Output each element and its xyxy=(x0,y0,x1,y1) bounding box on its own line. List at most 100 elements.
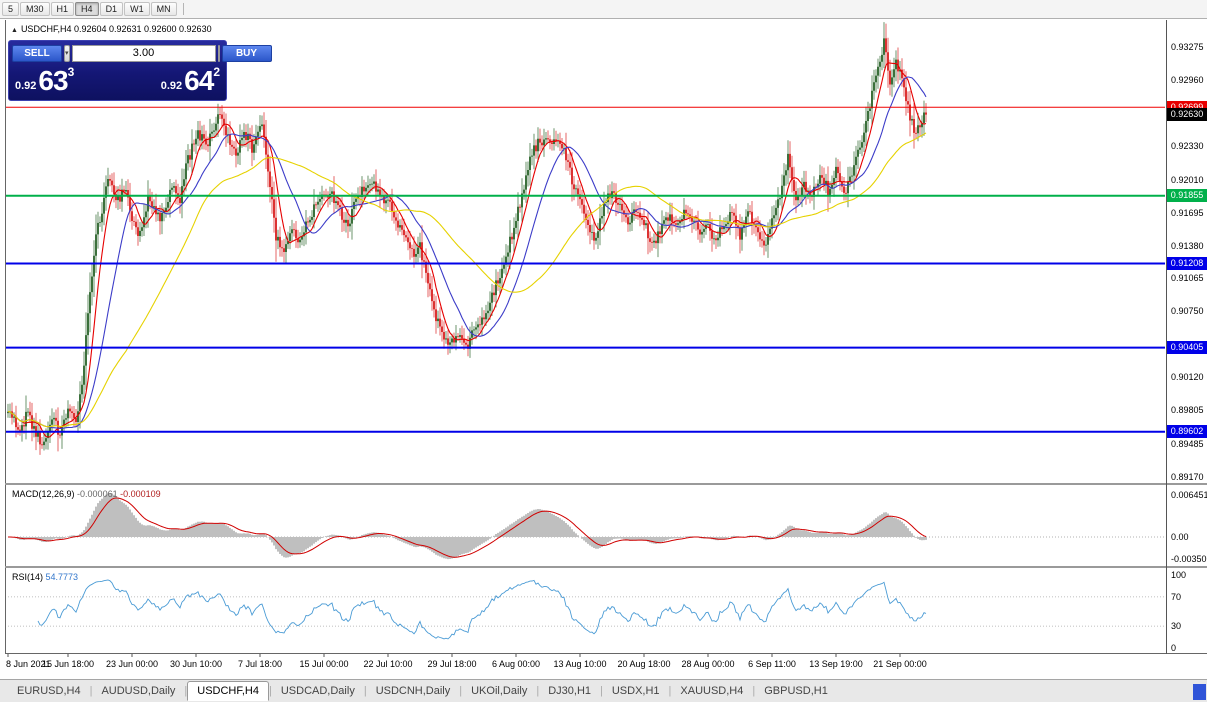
price-tick: 0.89485 xyxy=(1171,439,1204,449)
volume-dropdown-button[interactable]: ▾ xyxy=(64,44,70,62)
sell-price-prefix: 0.92 xyxy=(15,80,37,92)
chart-tab-audusd-daily[interactable]: AUDUSD,Daily xyxy=(101,685,176,697)
sell-price-pip: 3 xyxy=(67,65,75,79)
rsi-name: RSI(14) xyxy=(12,572,44,582)
macd-axis-label: 0.006451 xyxy=(1171,490,1207,500)
time-label: 7 Jul 18:00 xyxy=(237,659,283,669)
price-tick: 0.90750 xyxy=(1171,306,1204,317)
timeframe-button-m30[interactable]: M30 xyxy=(20,2,50,16)
buy-price-pip: 2 xyxy=(213,65,220,79)
time-label: 15 Jun 18:00 xyxy=(41,659,95,669)
trade-prices-row: 0.92 63 3 0.92 64 2 xyxy=(9,62,226,96)
time-label: 13 Aug 10:00 xyxy=(553,659,607,669)
price-scale[interactable]: 0.93275 0.92960 0.92330 0.92010 0.91695 0.913… xyxy=(1166,20,1207,654)
tab-separator: | xyxy=(89,685,93,697)
macd-label: MACD(12,26,9) -0.000061 -0.000109 xyxy=(12,489,161,499)
time-label: 6 Aug 00:00 xyxy=(491,659,541,669)
tab-separator: | xyxy=(752,685,756,697)
timeframe-button-d1[interactable]: D1 xyxy=(99,2,124,16)
chart-tab-bar: EURUSD,H4 | AUDUSD,Daily | USDCHF,H4 | USDCAD,… xyxy=(0,679,1207,702)
chart-bottom-border xyxy=(5,653,1207,654)
price-tick: 0.93275 xyxy=(1171,42,1204,52)
time-label: 28 Aug 00:00 xyxy=(681,659,735,669)
sell-button[interactable]: SELL xyxy=(12,44,62,62)
chart-tab-ukoil-daily[interactable]: UKOil,Daily xyxy=(471,685,528,697)
macd-signal-value: -0.000109 xyxy=(120,489,161,499)
chart-canvas[interactable] xyxy=(5,20,1165,657)
rsi-axis-label: 100 xyxy=(1171,570,1187,580)
price-line-label: 0.92630 xyxy=(1167,108,1207,122)
rsi-value: 54.7773 xyxy=(45,572,79,582)
buy-price: 0.92 64 2 xyxy=(161,63,220,96)
macd-axis-label: -0.00350 xyxy=(1171,554,1207,564)
price-tick: 0.91695 xyxy=(1171,207,1204,218)
chart-tab-xauusd-h4[interactable]: XAUUSD,H4 xyxy=(680,685,744,697)
time-label: 6 Sep 11:00 xyxy=(748,659,796,669)
volume-input[interactable] xyxy=(71,44,216,62)
chart-title-text: USDCHF,H4 0.92604 0.92631 0.92600 0.9263… xyxy=(20,24,212,34)
time-label: 29 Jul 18:00 xyxy=(427,659,477,669)
buy-price-big: 64 xyxy=(184,65,214,96)
rsi-axis-label: 30 xyxy=(1171,621,1182,632)
tab-separator: | xyxy=(184,685,188,697)
tab-separator: | xyxy=(269,685,272,697)
rsi-panel-divider[interactable] xyxy=(5,566,1207,568)
timeframe-button-5[interactable]: 5 xyxy=(2,2,20,16)
macd-panel-divider[interactable] xyxy=(5,483,1207,485)
chart-title: ▲ USDCHF,H4 0.92604 0.92631 0.92600 0.926… xyxy=(11,24,212,34)
price-line-label: 0.91208 xyxy=(1167,257,1207,271)
tab-separator: | xyxy=(668,685,672,697)
timeframe-toolbar: 5 M30 H1 H4 D1 W1 MN xyxy=(0,0,1207,19)
rsi-axis-label: 0 xyxy=(1171,643,1177,653)
price-line-label: 0.89602 xyxy=(1167,425,1207,439)
tab-scroll-thumb[interactable] xyxy=(1193,684,1206,700)
tab-separator: | xyxy=(536,685,540,697)
time-label: 23 Jun 00:00 xyxy=(105,659,159,669)
price-tick: 0.89170 xyxy=(1171,472,1204,482)
timeframe-button-h4[interactable]: H4 xyxy=(75,2,99,16)
time-label: 13 Sep 19:00 xyxy=(809,659,863,669)
buy-price-prefix: 0.92 xyxy=(160,80,183,92)
collapse-arrow-icon[interactable]: ▲ xyxy=(11,27,18,34)
macd-axis-label: 0.00 xyxy=(1171,532,1189,542)
timeframe-button-w1[interactable]: W1 xyxy=(124,2,150,16)
volume-stepper: ▲ ▼ xyxy=(217,44,220,62)
price-tick: 0.92330 xyxy=(1171,140,1204,151)
timeframe-button-mn[interactable]: MN xyxy=(150,2,177,16)
trade-controls-row: SELL ▾ ▲ ▼ BUY xyxy=(9,41,272,62)
time-label: 30 Jun 10:00 xyxy=(169,659,223,669)
tab-separator: | xyxy=(459,685,463,697)
time-label: 21 Sep 00:00 xyxy=(873,659,927,669)
toolbar-separator xyxy=(182,3,184,15)
chart-tab-eurusd-h4[interactable]: EURUSD,H4 xyxy=(17,685,81,697)
rsi-label: RSI(14) 54.7773 xyxy=(12,572,78,582)
chart-tab-usdcad-daily[interactable]: USDCAD,Daily xyxy=(280,685,355,697)
time-label: 8 Jun 2021 xyxy=(6,659,51,669)
time-label: 15 Jul 00:00 xyxy=(299,659,349,669)
sell-price-big: 63 xyxy=(38,65,68,96)
tab-separator: | xyxy=(600,685,603,697)
price-line-label: 0.90405 xyxy=(1167,341,1207,355)
chart-tab-dj30-h1[interactable]: DJ30,H1 xyxy=(548,685,591,697)
time-axis[interactable]: 8 Jun 2021 15 Jun 18:00 23 Jun 00:00 30 Jun… xyxy=(5,657,1165,673)
price-tick: 0.91380 xyxy=(1171,240,1204,251)
time-label: 22 Jul 10:00 xyxy=(363,659,413,669)
rsi-axis-label: 70 xyxy=(1171,591,1182,602)
chart-tab-usdcnh-daily[interactable]: USDCNH,Daily xyxy=(375,685,451,697)
macd-main-value: -0.000061 xyxy=(77,489,118,499)
price-line-label: 0.91855 xyxy=(1167,189,1207,203)
one-click-trading-panel: SELL ▾ ▲ ▼ BUY 0.92 63 3 0.92 64 2 xyxy=(8,40,272,101)
price-tick: 0.90120 xyxy=(1171,372,1204,383)
chart-tab-gbpusd-h1[interactable]: GBPUSD,H1 xyxy=(764,685,828,697)
price-tick: 0.92960 xyxy=(1171,74,1204,85)
timeframe-button-h1[interactable]: H1 xyxy=(50,2,75,16)
chart-tab-usdx-h1[interactable]: USDX,H1 xyxy=(611,685,660,697)
price-tick: 0.92010 xyxy=(1171,174,1204,185)
time-label: 20 Aug 18:00 xyxy=(617,659,671,669)
price-tick: 0.89805 xyxy=(1171,405,1204,416)
chevron-down-icon: ▾ xyxy=(65,49,69,57)
chart-tab-usdchf-h4[interactable]: USDCHF,H4 xyxy=(187,681,269,701)
buy-button[interactable]: BUY xyxy=(221,44,272,62)
tab-separator: | xyxy=(363,685,367,697)
